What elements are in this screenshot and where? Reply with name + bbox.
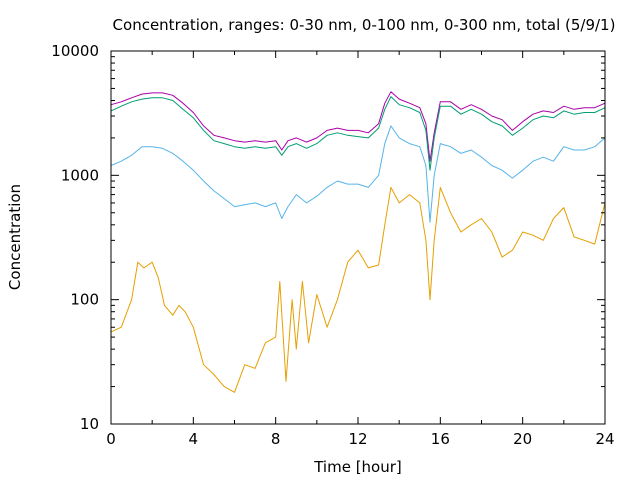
series-line-1 [110, 91, 606, 162]
x-axis-label: Time [hour] [313, 458, 402, 476]
x-tick-label: 0 [106, 430, 116, 448]
x-tick-label: 20 [513, 430, 532, 448]
x-tick-label: 8 [271, 430, 281, 448]
series-line-4 [110, 186, 606, 393]
y-axis-label: Concentration [6, 184, 24, 290]
ticks-layer: 0 4 8 12 16 20 24 10 100 1000 10000 [51, 42, 614, 448]
series-line-3 [110, 125, 606, 223]
y-tick-label: 10 [80, 415, 99, 433]
x-tick-label: 4 [189, 430, 199, 448]
x-tick-label: 12 [348, 430, 367, 448]
series-line-2 [110, 96, 606, 171]
plot-area-frame [110, 50, 606, 425]
chart-title: Concentration, ranges: 0-30 nm, 0-100 nm… [113, 16, 616, 34]
x-tick-label: 16 [431, 430, 450, 448]
series-layer [110, 91, 606, 393]
x-tick-label: 24 [595, 430, 614, 448]
y-tick-label: 10000 [51, 42, 99, 60]
y-tick-label: 1000 [61, 166, 99, 184]
y-tick-label: 100 [70, 291, 99, 309]
